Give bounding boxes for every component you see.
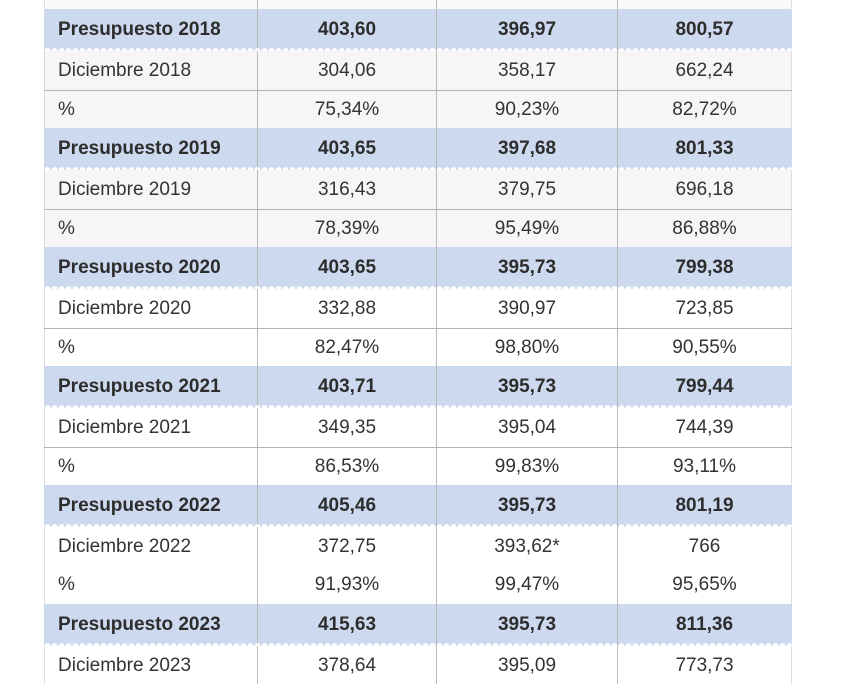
value-cell: 393,62* xyxy=(436,527,617,566)
value-cell: 395,09 xyxy=(436,646,617,684)
row-label-cell: Presupuesto 2021 xyxy=(44,366,257,408)
table-row: Presupuesto 2022 405,46 395,73 801,19 xyxy=(44,485,792,527)
value-cell: 397,68 xyxy=(436,128,617,170)
row-label-cell: Presupuesto 2019 xyxy=(44,128,257,170)
value-cell: 86,88% xyxy=(617,210,792,247)
table-row: Presupuesto 2023 415,63 395,73 811,36 xyxy=(44,604,792,646)
row-label-cell: Diciembre 2021 xyxy=(44,408,257,447)
value-cell: 390,97 xyxy=(436,289,617,328)
table-row: Diciembre 2023 378,64 395,09 773,73 xyxy=(44,646,792,684)
table-row: Diciembre 2018 304,06 358,17 662,24 xyxy=(44,51,792,90)
value-cell: 75,34% xyxy=(257,91,436,128)
row-label-cell: % xyxy=(44,448,257,485)
row-label-cell: % xyxy=(44,91,257,128)
value-cell: 95,49% xyxy=(436,210,617,247)
value-cell: 95,65% xyxy=(617,566,792,604)
table-row: Presupuesto 2019 403,65 397,68 801,33 xyxy=(44,128,792,170)
row-label-cell xyxy=(44,0,257,9)
value-cell: 99,83% xyxy=(436,448,617,485)
table-row: % 86,53% 99,83% 93,11% xyxy=(44,447,792,485)
table-row: Presupuesto 2021 403,71 395,73 799,44 xyxy=(44,366,792,408)
row-label-cell: Diciembre 2022 xyxy=(44,527,257,566)
value-cell: 800,57 xyxy=(617,9,792,51)
table-row: Presupuesto 2018 403,60 396,97 800,57 xyxy=(44,9,792,51)
table-row: % 78,39% 95,49% 86,88% xyxy=(44,209,792,247)
table-row: Diciembre 2021 349,35 395,04 744,39 xyxy=(44,408,792,447)
value-cell: 403,65 xyxy=(257,128,436,170)
row-label-cell: Presupuesto 2018 xyxy=(44,9,257,51)
table-row: % 75,34% 90,23% 82,72% xyxy=(44,90,792,128)
value-cell: 723,85 xyxy=(617,289,792,328)
table-row: Diciembre 2020 332,88 390,97 723,85 xyxy=(44,289,792,328)
value-cell: 395,04 xyxy=(436,408,617,447)
value-cell: 82,47% xyxy=(257,329,436,366)
value-cell: 82,72% xyxy=(617,91,792,128)
row-label-cell: Diciembre 2019 xyxy=(44,170,257,209)
row-label-cell: % xyxy=(44,566,257,604)
value-cell: 316,43 xyxy=(257,170,436,209)
row-label-cell: Diciembre 2020 xyxy=(44,289,257,328)
value-cell: 403,65 xyxy=(257,247,436,289)
table-row: Presupuesto 2020 403,65 395,73 799,38 xyxy=(44,247,792,289)
value-cell: 358,17 xyxy=(436,51,617,90)
value-cell: 403,60 xyxy=(257,9,436,51)
value-cell: 415,63 xyxy=(257,604,436,646)
row-label-cell: Presupuesto 2023 xyxy=(44,604,257,646)
value-cell: 801,33 xyxy=(617,128,792,170)
value-cell xyxy=(257,0,436,9)
value-cell: 332,88 xyxy=(257,289,436,328)
table-row: Diciembre 2022 372,75 393,62* 766 xyxy=(44,527,792,566)
value-cell: 395,73 xyxy=(436,604,617,646)
value-cell: 696,18 xyxy=(617,170,792,209)
budget-execution-table: Presupuesto 2018 403,60 396,97 800,57 Diciem… xyxy=(44,0,792,684)
value-cell: 766 xyxy=(617,527,792,566)
value-cell: 773,73 xyxy=(617,646,792,684)
value-cell: 395,73 xyxy=(436,247,617,289)
value-cell: 378,64 xyxy=(257,646,436,684)
value-cell: 93,11% xyxy=(617,448,792,485)
row-label-cell: % xyxy=(44,210,257,247)
value-cell: 662,24 xyxy=(617,51,792,90)
value-cell: 799,38 xyxy=(617,247,792,289)
value-cell: 98,80% xyxy=(436,329,617,366)
value-cell: 405,46 xyxy=(257,485,436,527)
value-cell: 78,39% xyxy=(257,210,436,247)
row-label-cell: % xyxy=(44,329,257,366)
value-cell xyxy=(617,0,792,9)
row-label-cell: Diciembre 2023 xyxy=(44,646,257,684)
value-cell: 349,35 xyxy=(257,408,436,447)
value-cell: 90,55% xyxy=(617,329,792,366)
table-row: % 82,47% 98,80% 90,55% xyxy=(44,328,792,366)
row-label-cell: Presupuesto 2020 xyxy=(44,247,257,289)
row-label-cell: Presupuesto 2022 xyxy=(44,485,257,527)
value-cell: 395,73 xyxy=(436,485,617,527)
value-cell: 99,47% xyxy=(436,566,617,604)
value-cell: 90,23% xyxy=(436,91,617,128)
value-cell: 396,97 xyxy=(436,9,617,51)
value-cell: 86,53% xyxy=(257,448,436,485)
value-cell: 811,36 xyxy=(617,604,792,646)
table-row xyxy=(44,0,792,9)
value-cell: 372,75 xyxy=(257,527,436,566)
table-row: Diciembre 2019 316,43 379,75 696,18 xyxy=(44,170,792,209)
row-label-cell: Diciembre 2018 xyxy=(44,51,257,90)
value-cell: 379,75 xyxy=(436,170,617,209)
value-cell: 801,19 xyxy=(617,485,792,527)
table-row: % 91,93% 99,47% 95,65% xyxy=(44,566,792,604)
value-cell: 91,93% xyxy=(257,566,436,604)
value-cell: 395,73 xyxy=(436,366,617,408)
value-cell: 403,71 xyxy=(257,366,436,408)
value-cell xyxy=(436,0,617,9)
value-cell: 744,39 xyxy=(617,408,792,447)
value-cell: 799,44 xyxy=(617,366,792,408)
value-cell: 304,06 xyxy=(257,51,436,90)
